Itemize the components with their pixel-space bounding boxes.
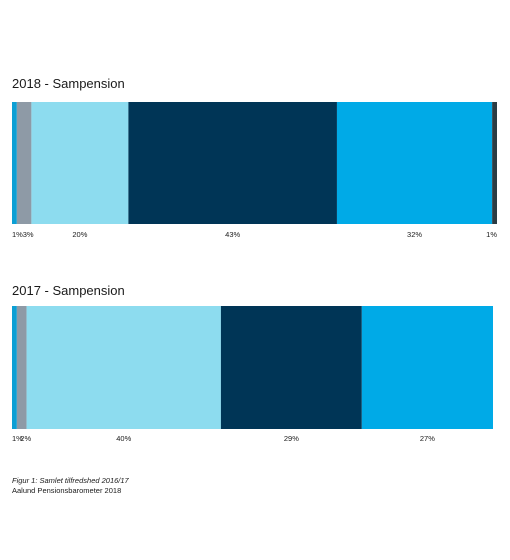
segment-label-0-0: 1% [12,230,23,239]
segment-label-0-3: 43% [225,230,240,239]
bar-segment-1-2 [26,306,221,429]
segment-label-1-3: 29% [284,434,299,443]
segment-label-1-0: 1% [12,434,23,443]
bar-segment-0-0 [12,102,17,224]
segment-label-0-2: 20% [72,230,87,239]
chart-title-2017: 2017 - Sampension [12,283,125,298]
bar-segment-1-3 [220,306,362,429]
bar-segment-0-5 [492,102,497,224]
bar-group-2017 [12,306,493,429]
segment-label-1-1: 2% [20,434,31,443]
segment-label-1-4: 27% [420,434,435,443]
label-group-2018: 1% 3% 20% 43% 32% 1% [12,230,497,239]
segment-label-0-1: 3% [23,230,34,239]
segment-label-1-2: 40% [116,434,131,443]
bar-segment-0-1 [16,102,32,224]
bar-segment-1-0 [12,306,17,429]
chart-title-2018: 2018 - Sampension [12,76,125,91]
bar-segment-0-2 [31,102,129,224]
bar-segment-1-1 [16,306,27,429]
label-group-2017: 1%2% 40% 29% 27% [12,434,435,443]
segment-label-0-4: 32% [407,230,422,239]
bar-group-2018 [12,102,497,224]
source-caption: Aalund Pensionsbarometer 2018 [12,486,121,495]
bar-segment-0-3 [128,102,337,224]
bar-segment-0-4 [336,102,493,224]
bar-segment-1-4 [361,306,493,429]
segment-label-0-5: 1% [486,230,497,239]
figure-caption: Figur 1: Samlet tilfredshed 2016/17 [12,476,130,485]
